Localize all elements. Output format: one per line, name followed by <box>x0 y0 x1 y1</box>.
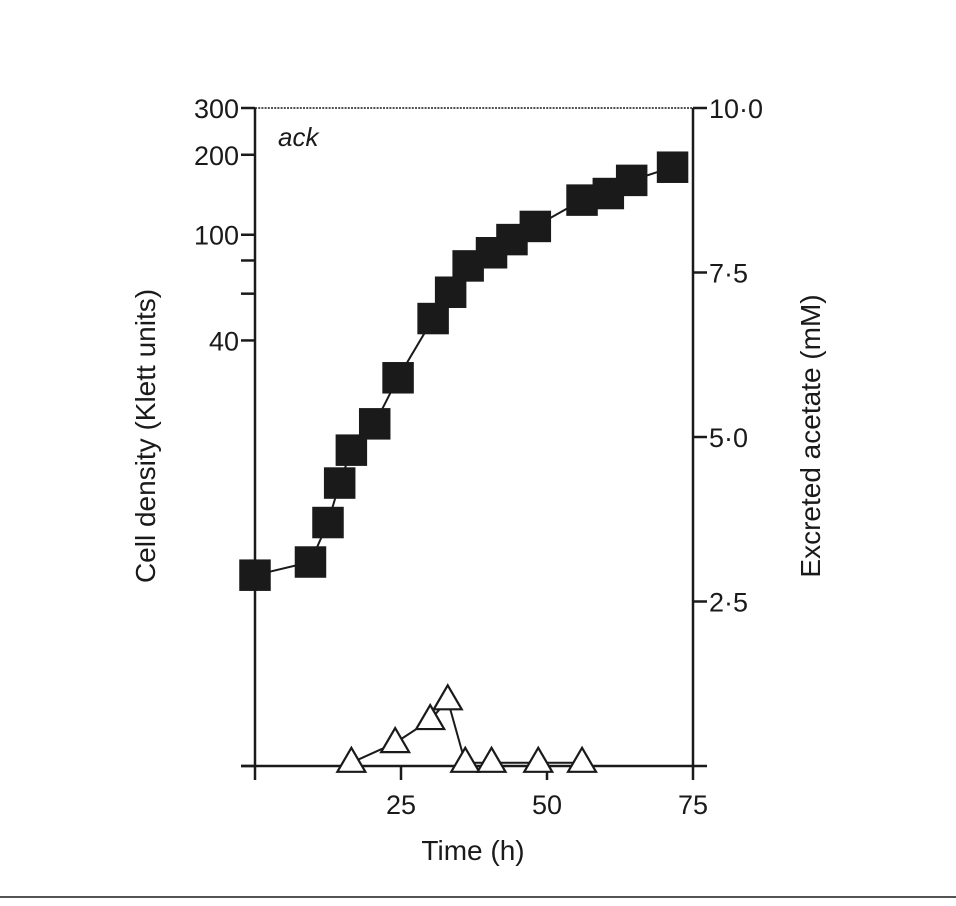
y-axis-label-left: Cell density (Klett units) <box>130 289 161 583</box>
square-marker-4 <box>335 434 368 466</box>
square-marker-7 <box>417 302 449 335</box>
triangle-marker-1 <box>379 725 412 754</box>
square-marker-8 <box>434 276 467 308</box>
square-marker-1 <box>294 546 327 578</box>
panel-label: ack <box>278 122 320 152</box>
series-group <box>239 151 689 773</box>
triangle-marker-2 <box>414 702 447 731</box>
square-marker-15 <box>615 164 648 197</box>
x-tick-label-1: 25 <box>386 790 416 820</box>
x-tick-label-2: 50 <box>532 790 562 820</box>
y-right-tick-label-2: 7·5 <box>709 259 748 289</box>
triangle-marker-6 <box>522 745 555 773</box>
triangle-marker-4 <box>449 745 482 773</box>
y-left-tick-label-5: 200 <box>194 141 239 171</box>
x-axis-label: Time (h) <box>421 835 524 866</box>
square-marker-16 <box>656 151 689 183</box>
tick-group: 25 50 75 40 100 200 300 2·5 5·0 7·5 10·0 <box>194 94 763 820</box>
y-right-tick-label-0: 2·5 <box>709 588 748 618</box>
square-marker-0 <box>239 559 271 591</box>
square-marker-6 <box>382 362 414 394</box>
y-left-tick-label-4: 100 <box>194 221 239 251</box>
y-right-tick-label-1: 5·0 <box>709 423 748 453</box>
square-marker-3 <box>323 467 356 499</box>
x-tick-label-3: 75 <box>678 790 708 820</box>
square-marker-5 <box>358 408 391 440</box>
triangle-marker-7 <box>566 745 598 773</box>
triangle-marker-3 <box>431 683 464 711</box>
y-left-tick-label-1: 40 <box>209 326 239 356</box>
triangle-marker-0 <box>335 745 368 773</box>
axes <box>241 107 707 768</box>
square-marker-12 <box>519 210 552 243</box>
y-right-tick-label-3: 10·0 <box>709 94 763 124</box>
y-axis-label-right: Excreted acetate (mM) <box>795 294 826 577</box>
y-left-tick-label-6: 300 <box>194 94 239 124</box>
square-marker-13 <box>566 184 598 216</box>
triangle-marker-5 <box>475 745 508 773</box>
square-marker-2 <box>312 506 344 539</box>
